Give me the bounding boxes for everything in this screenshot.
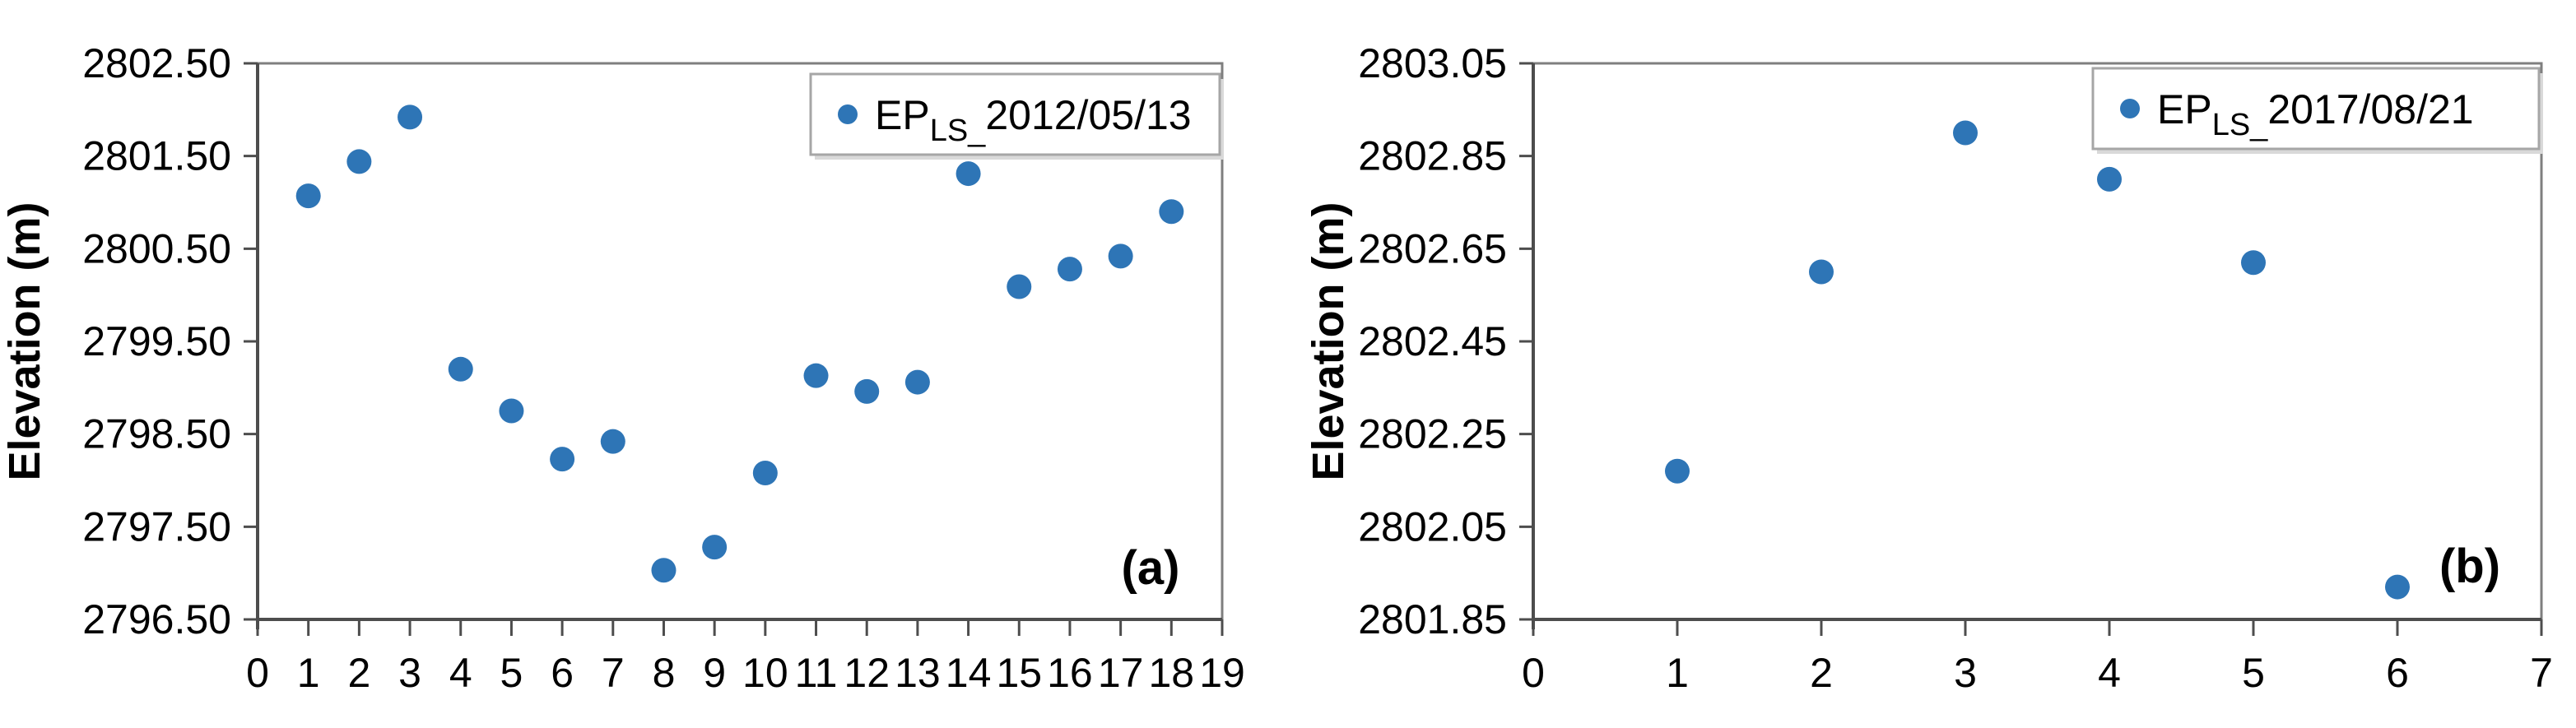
- x-tick-label: 19: [1199, 650, 1245, 696]
- y-tick-label: 2801.50: [82, 133, 231, 179]
- y-tick-label: 2803.05: [1358, 40, 1507, 86]
- data-point: [1159, 199, 1184, 225]
- x-tick-label: 13: [895, 650, 941, 696]
- data-point: [346, 149, 372, 174]
- x-tick-label: 9: [703, 650, 726, 696]
- data-point: [904, 369, 930, 395]
- y-tick-label: 2800.50: [82, 225, 231, 271]
- y-tick-label: 2796.50: [82, 596, 231, 642]
- y-tick-label: 2802.25: [1358, 411, 1507, 457]
- x-tick-label: 6: [551, 650, 574, 696]
- data-point: [398, 104, 423, 130]
- x-tick-label: 12: [844, 650, 890, 696]
- x-tick-label: 0: [246, 650, 269, 696]
- panel-label: (a): [1122, 541, 1180, 595]
- x-tick-label: 7: [2530, 650, 2553, 696]
- y-axis-title: Elevation (m): [0, 202, 49, 480]
- data-point: [1007, 274, 1032, 299]
- data-point: [1108, 243, 1133, 269]
- x-tick-label: 6: [2386, 650, 2409, 696]
- x-tick-label: 15: [996, 650, 1042, 696]
- x-tick-label: 2: [347, 650, 370, 696]
- panel-b: 2803.05 2802.85 2802.65 2802.45 2802.25 2802.…: [1304, 40, 2553, 696]
- data-points: [1665, 120, 2410, 600]
- data-points: [295, 104, 1184, 583]
- y-tick-label: 2802.65: [1358, 225, 1507, 271]
- x-tick-label: 18: [1149, 650, 1195, 696]
- y-tick-label: 2802.85: [1358, 133, 1507, 179]
- data-point: [499, 398, 524, 424]
- x-tick-label: 1: [1666, 650, 1689, 696]
- x-tick-label: 16: [1047, 650, 1093, 696]
- y-axis-title: Elevation (m): [1304, 202, 1353, 480]
- y-tick-label: 2802.50: [82, 40, 231, 86]
- panel-label: (b): [2439, 540, 2500, 593]
- legend: EPLS_2017/08/21: [2091, 67, 2543, 154]
- data-point: [2097, 166, 2122, 192]
- y-tick-label: 2798.50: [82, 411, 231, 457]
- data-point: [600, 429, 625, 454]
- x-tick-label: 8: [653, 650, 676, 696]
- y-tick-label: 2802.05: [1358, 503, 1507, 549]
- data-point: [854, 378, 880, 404]
- data-point: [550, 447, 575, 472]
- data-point: [1953, 120, 1978, 146]
- x-tick-label: 3: [1954, 650, 1977, 696]
- data-point: [803, 363, 829, 388]
- data-point: [448, 356, 473, 382]
- x-tick-label: 4: [449, 650, 472, 696]
- legend-label: EPLS_2012/05/13: [875, 92, 1192, 148]
- data-point: [702, 535, 728, 560]
- x-tick-label: 11: [795, 650, 838, 696]
- data-point: [752, 460, 778, 485]
- x-tick-label: 3: [398, 650, 421, 696]
- y-tick-label: 2797.50: [82, 503, 231, 549]
- data-point: [2385, 574, 2410, 600]
- legend-label: EPLS_2017/08/21: [2157, 86, 2474, 142]
- data-point: [1057, 257, 1082, 282]
- data-point: [1665, 458, 1690, 484]
- x-tick-label: 5: [500, 650, 523, 696]
- x-tick-label: 1: [297, 650, 320, 696]
- data-point: [651, 558, 677, 583]
- data-point: [956, 161, 981, 187]
- x-tick-label: 2: [1810, 650, 1833, 696]
- x-tick-label: 17: [1098, 650, 1144, 696]
- data-point: [1809, 259, 1834, 285]
- x-tick-label: 14: [946, 650, 992, 696]
- panel-a: 2802.50 2801.50 2800.50 2799.50 2798.50 2797.…: [0, 40, 1245, 696]
- legend-marker: [2120, 99, 2140, 118]
- data-point: [2241, 250, 2266, 276]
- x-tick-label: 0: [1522, 650, 1545, 696]
- y-tick-label: 2799.50: [82, 318, 231, 364]
- x-tick-label: 7: [602, 650, 625, 696]
- legend: EPLS_2012/05/13: [809, 72, 1224, 160]
- y-tick-label: 2802.45: [1358, 318, 1507, 364]
- x-tick-label: 4: [2098, 650, 2121, 696]
- legend-box: [809, 72, 1221, 156]
- legend-box: [2091, 67, 2541, 151]
- legend-marker: [838, 104, 858, 124]
- data-point: [295, 183, 321, 209]
- x-tick-label: 5: [2242, 650, 2265, 696]
- x-tick-label: 10: [742, 650, 788, 696]
- y-tick-label: 2801.85: [1358, 596, 1507, 642]
